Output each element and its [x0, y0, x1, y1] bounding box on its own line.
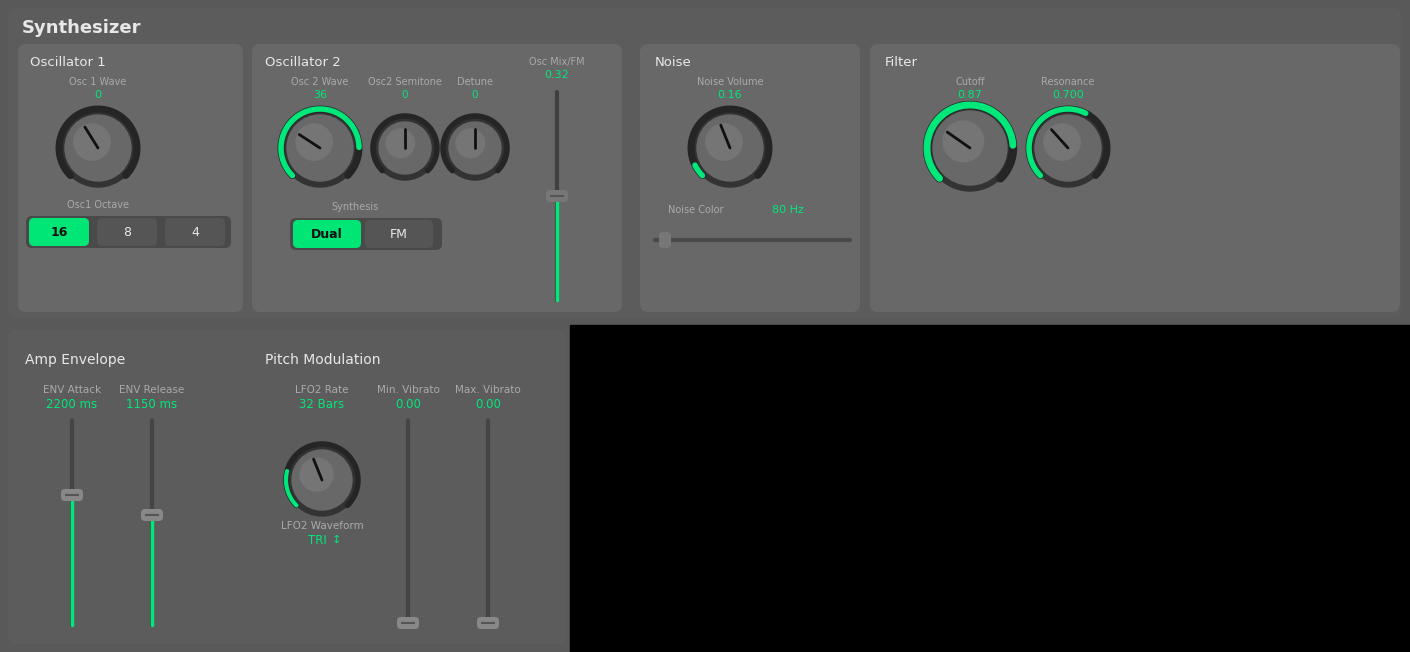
Bar [570, 325, 1410, 652]
Text: Dual: Dual [312, 228, 343, 241]
Circle shape [926, 105, 1012, 191]
Text: Osc1 Octave: Osc1 Octave [68, 200, 128, 210]
Text: 0.700: 0.700 [1052, 90, 1084, 100]
FancyBboxPatch shape [8, 330, 565, 644]
Circle shape [933, 111, 1007, 185]
Circle shape [288, 115, 352, 181]
FancyBboxPatch shape [97, 218, 157, 246]
Text: Pitch Modulation: Pitch Modulation [265, 353, 381, 367]
Circle shape [448, 122, 501, 174]
Text: ↕: ↕ [331, 535, 341, 545]
Text: Osc 2 Wave: Osc 2 Wave [292, 77, 348, 87]
Text: TRI: TRI [307, 533, 326, 546]
FancyBboxPatch shape [640, 44, 860, 312]
FancyBboxPatch shape [365, 220, 433, 248]
Text: Noise Color: Noise Color [668, 205, 723, 215]
FancyBboxPatch shape [61, 489, 83, 501]
Text: 0: 0 [402, 90, 409, 100]
FancyBboxPatch shape [290, 218, 441, 250]
Text: Max. Vibrato: Max. Vibrato [455, 385, 520, 395]
Circle shape [296, 124, 333, 160]
Circle shape [455, 129, 485, 158]
Text: ENV Release: ENV Release [120, 385, 185, 395]
Circle shape [1035, 115, 1101, 181]
Circle shape [374, 116, 437, 180]
Circle shape [1029, 109, 1107, 187]
FancyBboxPatch shape [398, 617, 419, 629]
Circle shape [443, 116, 508, 180]
Text: Noise Volume: Noise Volume [697, 77, 763, 87]
Text: 8: 8 [123, 226, 131, 239]
FancyBboxPatch shape [165, 218, 226, 246]
Circle shape [59, 109, 137, 187]
FancyBboxPatch shape [25, 216, 231, 248]
FancyBboxPatch shape [18, 44, 243, 312]
Circle shape [706, 124, 742, 160]
FancyBboxPatch shape [477, 617, 499, 629]
FancyBboxPatch shape [8, 8, 1402, 318]
Text: Synthesis: Synthesis [331, 202, 379, 212]
Circle shape [73, 124, 110, 160]
Text: Osc 1 Wave: Osc 1 Wave [69, 77, 127, 87]
Circle shape [286, 444, 358, 516]
Text: 4: 4 [192, 226, 199, 239]
Circle shape [691, 109, 768, 187]
Text: 0.00: 0.00 [395, 398, 422, 411]
Text: Cutoff: Cutoff [955, 77, 984, 87]
Circle shape [379, 122, 431, 174]
Text: Osc Mix/FM: Osc Mix/FM [529, 57, 585, 67]
Circle shape [1043, 124, 1080, 160]
Text: FM: FM [391, 228, 407, 241]
Text: Oscillator 1: Oscillator 1 [30, 55, 106, 68]
Circle shape [943, 121, 984, 162]
Circle shape [281, 109, 360, 187]
Text: 1150 ms: 1150 ms [127, 398, 178, 411]
Text: Resonance: Resonance [1042, 77, 1094, 87]
Text: 0: 0 [472, 90, 478, 100]
Text: 36: 36 [313, 90, 327, 100]
Text: 0: 0 [94, 90, 102, 100]
FancyBboxPatch shape [141, 509, 164, 521]
Circle shape [386, 129, 415, 158]
Text: 2200 ms: 2200 ms [47, 398, 97, 411]
Text: ENV Attack: ENV Attack [42, 385, 102, 395]
Text: Synthesizer: Synthesizer [23, 19, 141, 37]
Text: 0.00: 0.00 [475, 398, 501, 411]
Text: Detune: Detune [457, 77, 494, 87]
Circle shape [65, 115, 131, 181]
FancyBboxPatch shape [293, 220, 361, 248]
Text: 32 Bars: 32 Bars [299, 398, 344, 411]
Text: 80 Hz: 80 Hz [773, 205, 804, 215]
Text: Filter: Filter [885, 55, 918, 68]
FancyBboxPatch shape [658, 232, 671, 248]
Text: 0.32: 0.32 [544, 70, 570, 80]
FancyBboxPatch shape [870, 44, 1400, 312]
FancyBboxPatch shape [30, 218, 89, 246]
Text: Min. Vibrato: Min. Vibrato [376, 385, 440, 395]
Text: Amp Envelope: Amp Envelope [25, 353, 125, 367]
Circle shape [300, 458, 333, 491]
FancyBboxPatch shape [252, 44, 622, 312]
Text: LFO2 Waveform: LFO2 Waveform [281, 521, 364, 531]
Text: Oscillator 2: Oscillator 2 [265, 55, 341, 68]
Text: LFO2 Rate: LFO2 Rate [295, 385, 348, 395]
Text: 16: 16 [51, 226, 68, 239]
Text: Osc2 Semitone: Osc2 Semitone [368, 77, 441, 87]
Circle shape [292, 450, 352, 510]
Text: 0.16: 0.16 [718, 90, 742, 100]
Circle shape [697, 115, 763, 181]
Text: Noise: Noise [656, 55, 692, 68]
Text: 0.87: 0.87 [957, 90, 983, 100]
FancyBboxPatch shape [546, 190, 568, 202]
